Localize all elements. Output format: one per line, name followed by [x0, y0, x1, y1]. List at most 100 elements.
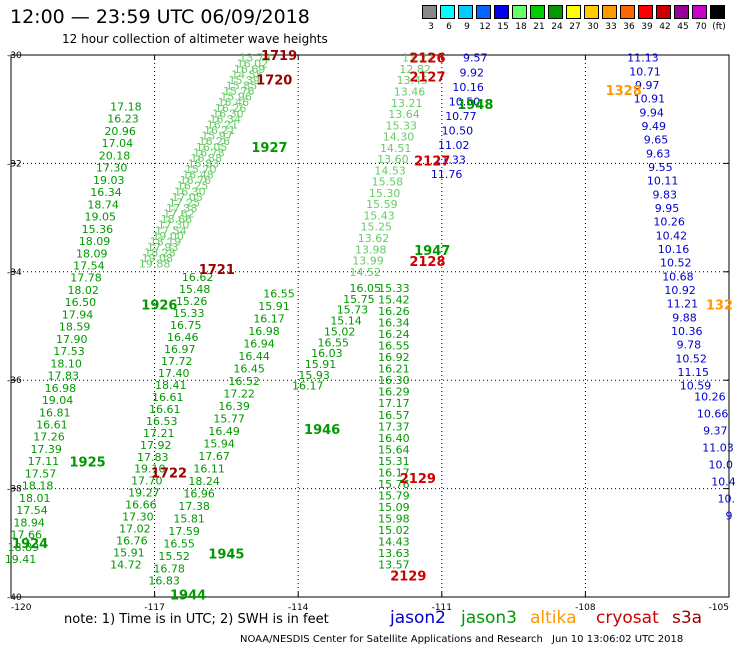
wave-height-value: 10.16: [452, 81, 484, 94]
wave-height-value: 16.98: [45, 382, 77, 395]
wave-height-value: 16.94: [243, 337, 275, 350]
wave-height-value: 16.88: [190, 152, 222, 165]
pass-time-label: 1926: [141, 298, 177, 313]
colorbar-swatch: [530, 5, 545, 19]
wave-height-value: 16.02: [237, 57, 269, 70]
wave-height-value: 10.4: [711, 476, 736, 489]
wave-height-value: 16.21: [378, 363, 410, 376]
colorbar-swatch: [638, 5, 653, 19]
colorbar-swatch: [512, 5, 527, 19]
wave-height-value: 14.72: [110, 558, 142, 571]
wave-height-value: 19.04: [42, 394, 74, 407]
wave-height-value: 14.55: [231, 68, 263, 81]
pass-time-label: 1924: [12, 537, 48, 552]
wave-height-value: 19.27: [128, 487, 160, 500]
wave-height-value: 16.23: [107, 113, 139, 126]
wave-height-value: 10.0: [709, 459, 734, 472]
wave-height-value: 15.83: [188, 157, 220, 170]
wave-height-value: 16.78: [153, 562, 185, 575]
page-subtitle: 12 hour collection of altimeter wave hei…: [62, 32, 328, 46]
wave-height-value: 13.21: [391, 97, 423, 110]
wave-height-value: 17.57: [25, 467, 57, 480]
lat-label: -30: [7, 51, 22, 61]
wave-height-value: 16.76: [180, 174, 212, 187]
wave-height-value: 13.98: [355, 243, 387, 256]
wave-height-value: 10.: [718, 493, 736, 506]
wave-height-value: 10.52: [675, 352, 707, 365]
colorbar-swatch: [584, 5, 599, 19]
wave-height-value: 16.52: [228, 375, 260, 388]
wave-height-value: 15.73: [337, 304, 369, 317]
lat-label: -38: [7, 485, 22, 495]
wave-height-value: 16.05: [349, 282, 381, 295]
pass-time-label: 132: [706, 298, 733, 313]
wave-height-value: 16.17: [253, 312, 285, 325]
wave-height-value: 16.30: [212, 107, 244, 120]
legend-altika: altika: [530, 608, 577, 628]
colorbar-label: 21: [533, 22, 545, 32]
wave-height-value: 10.91: [634, 93, 666, 106]
wave-height-value: 19.00: [152, 230, 184, 243]
wave-height-value: 17.26: [33, 431, 65, 444]
lon-label: -120: [11, 603, 32, 613]
wave-height-value: 17.54: [155, 224, 187, 237]
legend-cryosat: cryosat: [596, 608, 659, 628]
lon-label: -105: [709, 603, 729, 613]
wave-height-value: 20.96: [104, 125, 136, 138]
wave-height-value: 11.76: [431, 168, 463, 181]
wave-height-value: 16.21: [204, 124, 236, 137]
wave-height-value: 16.50: [65, 296, 97, 309]
footnote: note: 1) Time is in UTC; 2) SWH is in fe…: [64, 612, 329, 627]
wave-height-value: 16.26: [215, 102, 247, 115]
lon-label: -114: [288, 603, 309, 613]
colorbar-label: 27: [569, 22, 581, 32]
wave-height-value: 17.93: [147, 241, 179, 254]
wave-height-value: 16.98: [248, 325, 280, 338]
colorbar-label: 30: [587, 22, 599, 32]
wave-height-value: 16.49: [208, 425, 240, 438]
wave-height-value: 15.93: [298, 369, 330, 382]
pass-time-label: 2129: [400, 472, 436, 487]
wave-height-value: 17.90: [56, 333, 88, 346]
wave-height-value: 17.04: [102, 137, 134, 150]
wave-height-value: 18.02: [67, 284, 99, 297]
wave-height-value: 16.03: [311, 347, 343, 360]
wave-height-value: 18.24: [188, 475, 220, 488]
pass-time-label: 1719: [261, 49, 297, 64]
wave-height-value: 12.82: [399, 63, 431, 76]
wave-height-value: 15.75: [343, 293, 375, 306]
wave-height-value: 16.25: [177, 180, 209, 193]
wave-height-value: 17.54: [73, 260, 105, 273]
pass-time-label: 1945: [208, 548, 244, 563]
wave-height-value: 13.45: [397, 74, 429, 87]
wave-height-value: 15.39: [229, 74, 261, 87]
wave-height-value: 17.94: [62, 308, 94, 321]
wave-height-value: 10.71: [629, 65, 661, 78]
colorbar-swatch: [422, 5, 437, 19]
timestamp: Jun 10 13:06:02 UTC 2018: [552, 634, 684, 645]
wave-height-value: 15.30: [369, 187, 401, 200]
pass-time-label: 2127: [414, 155, 450, 170]
colorbar-swatch: [494, 5, 509, 19]
wave-height-value: 15.33: [378, 282, 410, 295]
wave-height-value: 15.98: [378, 512, 410, 525]
wave-height-value: 15.77: [213, 412, 245, 425]
pass-time-label: 2126: [409, 52, 445, 67]
wave-height-value: 15.33: [385, 119, 417, 132]
lat-label: -40: [7, 593, 22, 603]
wave-height-value: 11.02: [438, 139, 470, 152]
colorbar-label: 36: [623, 22, 635, 32]
wave-height-value: 17.83: [137, 451, 169, 464]
colorbar-label: 70: [695, 22, 707, 32]
wave-height-value: 15.26: [176, 295, 208, 308]
wave-height-value: 11.15: [678, 366, 710, 379]
wave-height-value: 19.03: [93, 174, 125, 187]
pass-time-label: 1720: [256, 73, 292, 88]
pass-time-label: 1948: [457, 98, 493, 113]
wave-height-value: 15.36: [82, 223, 114, 236]
wave-height-value: 16.53: [146, 415, 178, 428]
pass-time-label: 2127: [409, 71, 445, 86]
lat-label: -36: [7, 376, 22, 386]
wave-height-value: 16.46: [167, 331, 199, 344]
